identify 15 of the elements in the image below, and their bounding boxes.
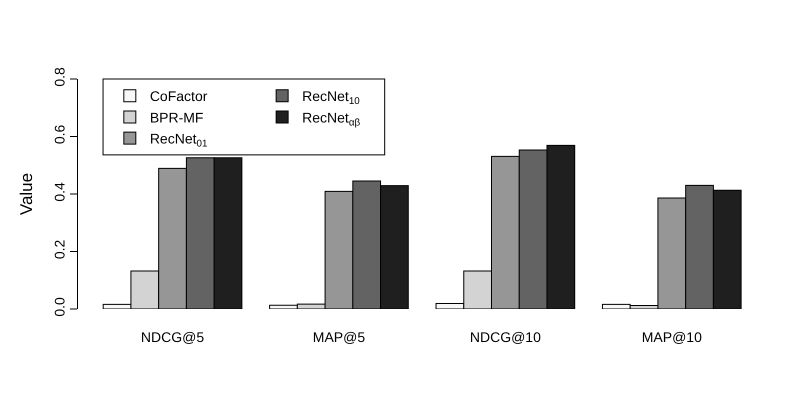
y-tick-label: 0.6 [51, 124, 68, 144]
x-tick-label: MAP@5 [312, 329, 366, 345]
x-tick-label: NDCG@5 [140, 329, 204, 345]
legend-label: RecNet$_{10}$ [302, 88, 360, 108]
y-tick-label: 0.2 [51, 239, 68, 260]
x-tick-label: MAP@10 [642, 329, 702, 345]
legend-label: RecNet$_{αβ}$ [302, 109, 360, 128]
y-axis-title: Value [16, 172, 36, 216]
y-tick-label: 0.4 [51, 182, 68, 202]
y-tick-label: 0.0 [51, 296, 68, 317]
y-tick-label: 0.8 [51, 66, 68, 87]
legend-label: BPR-MF [150, 109, 204, 126]
legend-label: CoFactor [150, 88, 208, 104]
legend-label: RecNet$_{01}$ [150, 130, 208, 150]
x-tick-label: NDCG@10 [470, 329, 542, 345]
